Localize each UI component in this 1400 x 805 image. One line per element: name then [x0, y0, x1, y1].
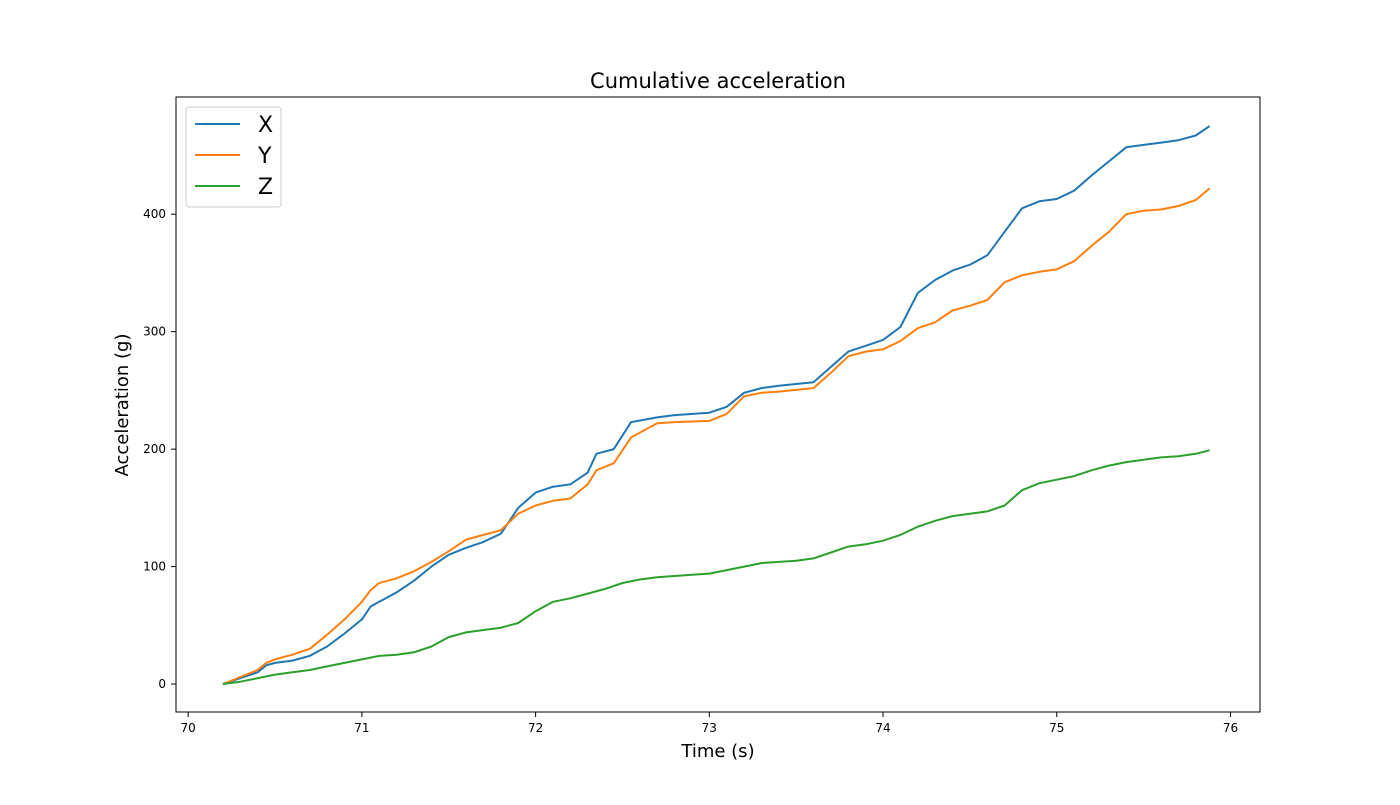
plot-frame — [175, 96, 1261, 713]
legend: XYZ — [185, 106, 282, 208]
x-tick-label: 73 — [702, 721, 717, 735]
y-tick-label: 100 — [143, 560, 166, 574]
legend-label-x: X — [258, 113, 273, 138]
x-tick-label: 76 — [1223, 721, 1238, 735]
y-axis-ticks: 0 100 200 300 400 — [143, 207, 176, 691]
legend-box — [185, 106, 282, 208]
legend-label-z: Z — [258, 175, 273, 200]
x-tick-label: 72 — [528, 721, 543, 735]
x-tick-label: 75 — [1049, 721, 1064, 735]
x-tick-label: 71 — [354, 721, 369, 735]
x-tick-label: 74 — [875, 721, 890, 735]
series-line-x — [222, 125, 1211, 685]
y-tick-label: 200 — [143, 442, 166, 456]
series-line-z — [222, 449, 1210, 685]
legend-label-y: Y — [257, 144, 272, 169]
y-tick-label: 300 — [143, 325, 166, 339]
x-axis-label: Time (s) — [680, 741, 754, 762]
x-axis-ticks: 70 71 72 73 74 75 76 — [181, 712, 1238, 735]
y-tick-label: 0 — [158, 677, 166, 691]
series-line-y — [222, 187, 1211, 685]
y-axis-label: Acceleration (g) — [112, 333, 133, 476]
plot-area — [175, 96, 1261, 713]
x-tick-label: 70 — [181, 721, 196, 735]
chart-title: Cumulative acceleration — [590, 69, 846, 93]
y-tick-label: 400 — [143, 207, 166, 221]
